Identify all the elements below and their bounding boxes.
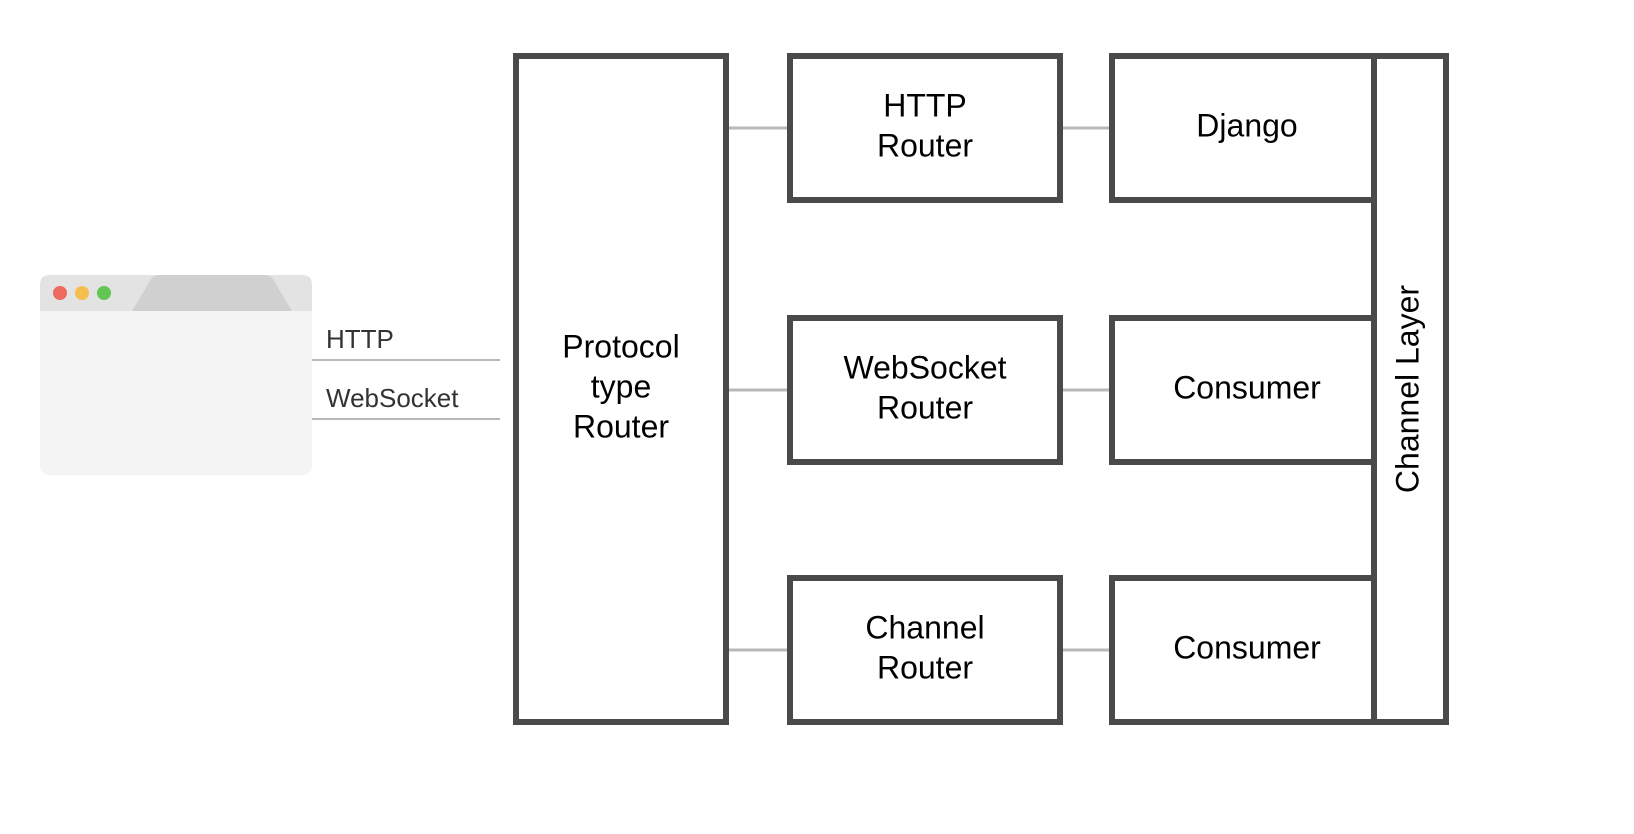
http-router-label-1: Router	[877, 127, 973, 163]
channel-router: Channel Router	[790, 578, 1060, 722]
http-router: HTTP Router	[790, 56, 1060, 200]
protocol-router: Protocol type Router	[516, 56, 726, 722]
consumer-box-2: Consumer	[1112, 578, 1382, 722]
django-box-label-0: Django	[1196, 107, 1297, 143]
browser-icon	[40, 275, 312, 475]
consumer-box-1: Consumer	[1112, 318, 1382, 462]
websocket-router-label-0: WebSocket	[843, 349, 1006, 385]
protocol-router-label-1: type	[591, 368, 651, 404]
http-router-label-0: HTTP	[883, 87, 967, 123]
http-label: HTTP	[326, 324, 394, 354]
channel-router-label-1: Router	[877, 649, 973, 685]
protocol-router-label-0: Protocol	[562, 328, 679, 364]
protocol-router-label-2: Router	[573, 408, 669, 444]
websocket-router-label-1: Router	[877, 389, 973, 425]
channel-router-label-0: Channel	[865, 609, 984, 645]
channel-layer: Channel Layer	[1374, 56, 1446, 722]
websocket-router: WebSocket Router	[790, 318, 1060, 462]
consumer-box-2-label-0: Consumer	[1173, 629, 1321, 665]
channel-layer-label: Channel Layer	[1389, 285, 1425, 493]
consumer-box-1-label-0: Consumer	[1173, 369, 1321, 405]
django-box: Django	[1112, 56, 1382, 200]
websocket-label: WebSocket	[326, 383, 459, 413]
